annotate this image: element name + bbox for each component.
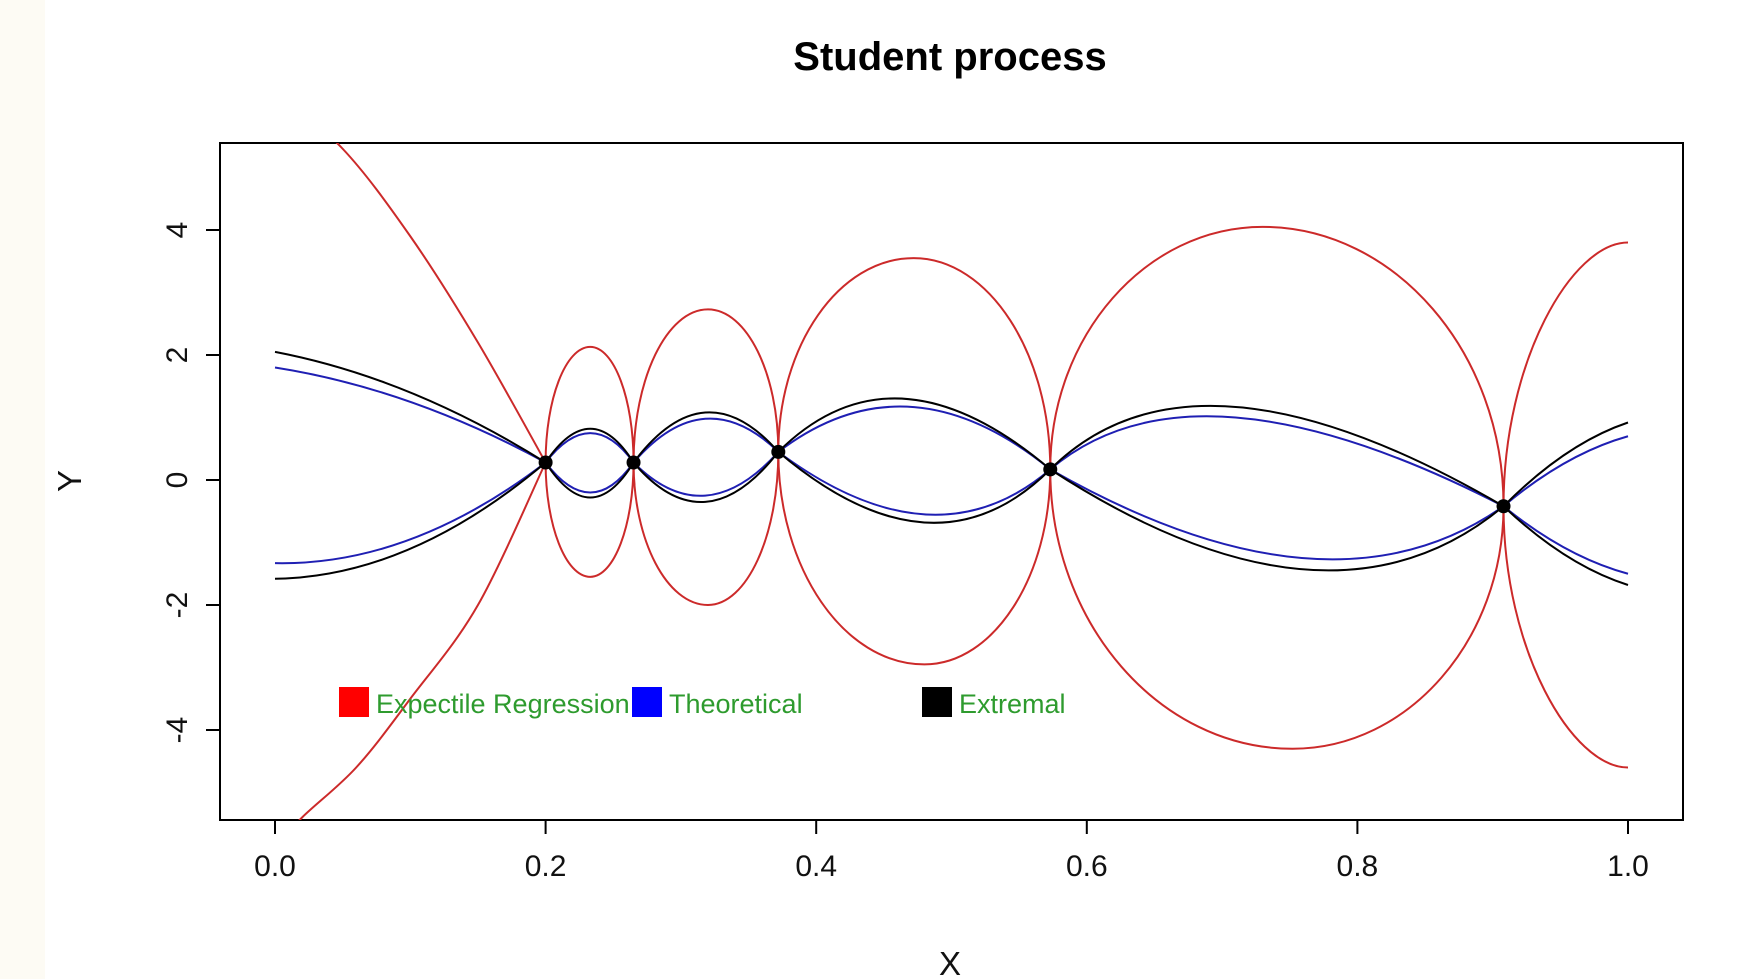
extremal-curve: [1502, 505, 1629, 586]
extremal-curve: [632, 451, 780, 504]
theoretical-curve: [1049, 468, 1505, 561]
expectile-curve: [1502, 506, 1629, 769]
legend-label: Theoretical: [669, 689, 803, 719]
legend: Expectile Regression Theoretical Extremal: [339, 687, 1066, 719]
extremal-point: [626, 455, 641, 470]
legend-swatch: [632, 687, 662, 717]
y-tick-label: -2: [161, 592, 194, 619]
theoretical-curve: [1502, 435, 1629, 508]
theoretical-curve: [544, 461, 635, 494]
extremal-curve: [544, 461, 635, 499]
theoretical-curve: [777, 405, 1051, 471]
chart-svg: Student process X Y 0.0 0.2 0.4 0.6 0.8 1.0 -4…: [51, 35, 1684, 979]
expectile-curve: [1049, 469, 1505, 750]
series-curves: [274, 143, 1629, 820]
extremal-curve: [1049, 404, 1505, 508]
expectile-curve: [777, 257, 1052, 470]
y-axis-label: Y: [51, 470, 88, 492]
extremal-curve: [544, 427, 635, 464]
x-tick-label: 1.0: [1607, 850, 1649, 883]
extremal-point: [1043, 462, 1058, 477]
x-tick-label: 0.2: [525, 850, 567, 883]
legend-swatch: [922, 687, 952, 717]
extremal-point: [771, 444, 786, 459]
x-tick-label: 0.8: [1337, 850, 1379, 883]
y-tick-label: -4: [161, 717, 194, 744]
expectile-curve: [632, 451, 780, 607]
extremal-curve: [274, 350, 547, 464]
expectile-curve: [777, 451, 1052, 666]
extremal-curve: [1049, 468, 1505, 572]
y-tick-label: 2: [161, 347, 194, 364]
legend-swatch: [339, 687, 369, 717]
theoretical-curve: [1049, 415, 1504, 508]
extremal-curve: [1502, 421, 1629, 507]
theoretical-curve: [632, 417, 780, 464]
extremal-points: [538, 444, 1511, 514]
plot-panel: Student process X Y 0.0 0.2 0.4 0.6 0.8 1.0 -4…: [45, 0, 1739, 979]
extremal-curve: [777, 451, 1051, 524]
extremal-curve: [632, 411, 780, 464]
chart-title: Student process: [793, 35, 1106, 79]
theoretical-curve: [1502, 505, 1629, 575]
x-tick-label: 0.0: [254, 850, 296, 883]
legend-label: Extremal: [959, 689, 1066, 719]
x-axis-label: X: [939, 945, 961, 979]
theoretical-curve: [632, 451, 780, 497]
x-tick-label: 0.6: [1066, 850, 1108, 883]
expectile-curve: [1049, 225, 1505, 507]
expectile-curve: [335, 143, 547, 463]
extremal-point: [1496, 499, 1511, 514]
expectile-curve: [632, 308, 780, 463]
y-tick-label: 0: [161, 472, 194, 489]
expectile-curve: [298, 462, 547, 820]
axis-ticks: 0.0 0.2 0.4 0.6 0.8 1.0 -4 -2 0 2 4: [161, 222, 1649, 883]
extremal-curve: [777, 397, 1051, 471]
theoretical-curve: [274, 461, 547, 565]
expectile-curve: [1502, 241, 1629, 507]
theoretical-curve: [544, 432, 635, 464]
legend-label: Expectile Regression: [376, 689, 630, 719]
x-tick-label: 0.4: [795, 850, 837, 883]
expectile-curve: [544, 462, 635, 578]
expectile-curve: [544, 345, 635, 463]
extremal-point: [538, 455, 553, 470]
theoretical-curve: [777, 451, 1051, 516]
extremal-curve: [274, 461, 547, 580]
y-tick-label: 4: [161, 222, 194, 239]
theoretical-curve: [274, 366, 547, 464]
